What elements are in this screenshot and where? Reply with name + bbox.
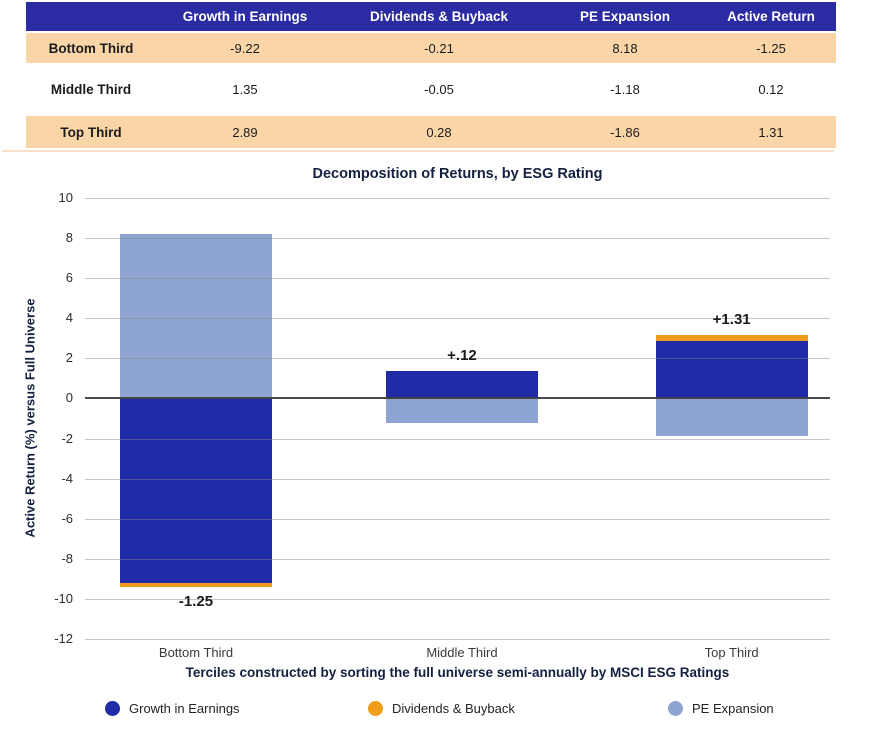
zero-gridline	[85, 397, 830, 400]
bar-segment-bottom-third-pe-expansion	[120, 234, 272, 399]
column-header-growth-in-earnings: Growth in Earnings	[182, 9, 308, 24]
cell-top-third-active-return: 1.31	[758, 124, 784, 140]
gridline--2	[85, 438, 830, 440]
column-header-pe-expansion: PE Expansion	[579, 9, 671, 24]
bar-total-label-bottom-third: -1.25	[178, 593, 214, 611]
bar-segment-middle-third-pe-expansion	[385, 399, 538, 424]
legend-label-dividends-buyback: Dividends & Buyback	[392, 701, 515, 716]
cell-bottom-third-pe-expansion: 8.18	[612, 40, 638, 56]
row-label-top-third: Top Third	[60, 124, 122, 140]
y-tick-label--4: -4	[61, 470, 73, 486]
y-tick-label-4: 4	[65, 310, 73, 326]
y-tick-label-10: 10	[58, 190, 73, 205]
bar-segment-bottom-third-growth-in-earnings	[120, 398, 272, 584]
cell-bottom-third-active-return: -1.25	[756, 40, 786, 56]
y-tick-label-8: 8	[65, 230, 73, 246]
cell-top-third-growth-in-earnings: 2.89	[232, 124, 258, 140]
gridline-2	[85, 358, 830, 360]
legend-label-growth-in-earnings: Growth in Earnings	[129, 701, 240, 716]
y-tick-label--10: -10	[54, 590, 73, 606]
chart-legend: Growth in Earnings Dividends & Buyback PE …	[0, 701, 870, 723]
bar-segment-bottom-third-dividends-buyback	[120, 583, 272, 588]
bar-segment-top-third-growth-in-earnings	[655, 340, 808, 399]
cell-middle-third-active-return: 0.12	[758, 82, 784, 97]
legend-label-pe-expansion: PE Expansion	[692, 701, 774, 716]
column-header-dividends-buyback: Dividends & Buyback	[369, 9, 509, 24]
gridline-6	[85, 278, 830, 280]
cell-bottom-third-growth-in-earnings: -9.22	[230, 40, 260, 56]
x-tick-label-bottom-third: Bottom Third	[158, 645, 234, 660]
table-header-row: Growth in Earnings Dividends & Buyback PE …	[26, 2, 836, 31]
bar-segment-middle-third-growth-in-earnings	[385, 371, 538, 399]
y-tick-label--2: -2	[61, 430, 73, 446]
gridline--12	[85, 639, 830, 640]
bar-total-label-middle-third: +.12	[447, 347, 477, 365]
bar-segment-top-third-dividends-buyback	[655, 334, 808, 341]
row-label-middle-third: Middle Third	[50, 82, 132, 97]
gridline--4	[85, 478, 830, 480]
y-tick-label--12: -12	[54, 631, 73, 646]
legend-item-dividends-buyback: Dividends & Buyback	[368, 701, 515, 716]
y-tick-label-0: 0	[65, 390, 73, 406]
cell-middle-third-pe-expansion: -1.18	[610, 82, 640, 97]
cell-bottom-third-dividends-buyback: -0.21	[424, 40, 454, 56]
gridline-10	[85, 198, 830, 199]
legend-swatch-icon-growth-in-earnings	[105, 701, 120, 716]
cell-top-third-pe-expansion: -1.86	[610, 124, 640, 140]
row-label-bottom-third: Bottom Third	[48, 40, 134, 56]
y-tick-label--8: -8	[61, 550, 73, 566]
table-body: Bottom Third -9.22 -0.21 8.18 -1.25 Middle Th…	[26, 33, 836, 148]
cell-middle-third-growth-in-earnings: 1.35	[232, 82, 258, 97]
plot-area: 10 8 6 4 2 0 -2 -4 -6 -8 -10 -12 -1.25 +.12 +1.31	[54, 190, 830, 646]
legend-item-pe-expansion: PE Expansion	[668, 701, 774, 716]
table-row-top-third: Top Third 2.89 0.28 -1.86 1.31	[26, 116, 836, 148]
x-axis-title: Terciles constructed by sorting the full…	[185, 665, 730, 680]
table-row-bottom-third: Bottom Third -9.22 -0.21 8.18 -1.25	[26, 33, 836, 63]
legend-swatch-icon-pe-expansion	[668, 701, 683, 716]
table-row-middle-third: Middle Third 1.35 -0.05 -1.18 0.12	[26, 63, 836, 116]
legend-swatch-icon-dividends-buyback	[368, 701, 383, 716]
bar-segment-top-third-pe-expansion	[655, 398, 808, 436]
y-tick-label-2: 2	[65, 350, 73, 366]
cell-middle-third-dividends-buyback: -0.05	[424, 82, 454, 97]
returns-table: Growth in Earnings Dividends & Buyback PE …	[26, 2, 836, 148]
y-tick-label-6: 6	[65, 270, 73, 286]
x-tick-label-middle-third: Middle Third	[426, 645, 498, 660]
table-bottom-divider	[2, 150, 834, 152]
column-header-active-return: Active Return	[727, 9, 815, 24]
gridline-8	[85, 238, 830, 240]
gridline--6	[85, 518, 830, 520]
y-tick-label--6: -6	[61, 510, 73, 526]
gridline--10	[85, 598, 830, 600]
chart-title: Decomposition of Returns, by ESG Rating	[312, 166, 603, 182]
y-axis-title: Active Return (%) versus Full Universe	[22, 298, 38, 538]
cell-top-third-dividends-buyback: 0.28	[426, 124, 452, 140]
gridline--8	[85, 558, 830, 560]
x-tick-label-top-third: Top Third	[704, 645, 759, 660]
bar-total-label-top-third: +1.31	[712, 310, 751, 328]
gridline-4	[85, 318, 830, 320]
legend-item-growth-in-earnings: Growth in Earnings	[105, 701, 240, 716]
